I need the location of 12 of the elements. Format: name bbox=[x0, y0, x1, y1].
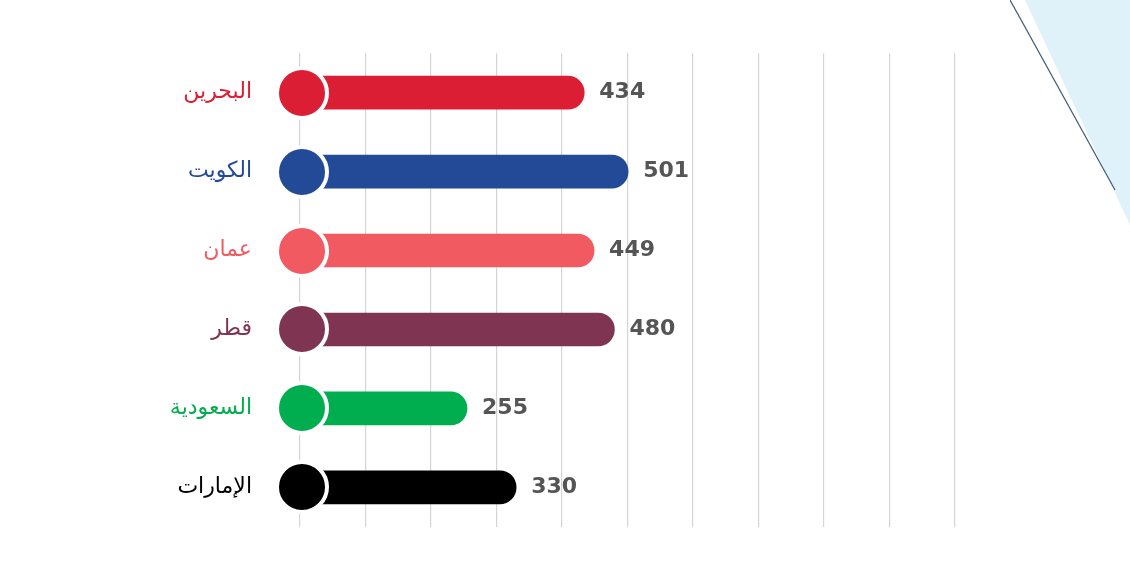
data-label: 501 bbox=[643, 157, 690, 183]
y-tick-label: الإمارات bbox=[177, 473, 252, 499]
y-tick-label: السعودية bbox=[169, 394, 252, 420]
data-label: 480 bbox=[629, 315, 676, 341]
y-tick-label: البحرين bbox=[183, 78, 252, 104]
data-label: 255 bbox=[482, 394, 528, 420]
y-tick-label: قطر bbox=[210, 315, 252, 341]
y-tick-label: عمان bbox=[203, 236, 252, 262]
data-label: 330 bbox=[531, 473, 578, 499]
data-label: 449 bbox=[609, 236, 656, 262]
y-tick-label: الكويت bbox=[187, 157, 252, 183]
data-label: 434 bbox=[599, 78, 646, 104]
